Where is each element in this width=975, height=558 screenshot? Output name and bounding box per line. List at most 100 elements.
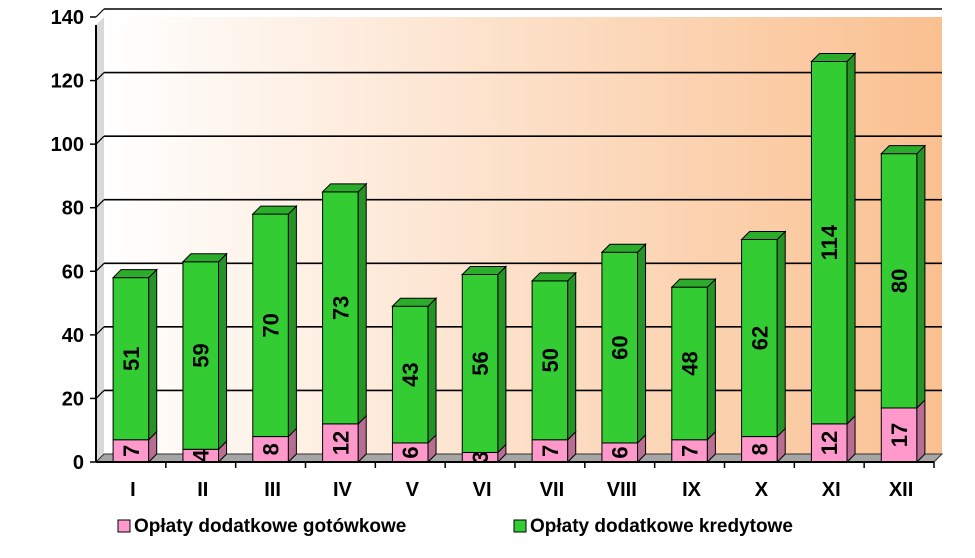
gridline-wall-edge [95, 135, 105, 145]
legend-label: Opłaty dodatkowe kredytowe [530, 516, 793, 537]
data-label: 114 [817, 224, 842, 260]
x-tick-label: V [406, 479, 420, 501]
plot-side-wall [96, 17, 104, 462]
bar-front [741, 239, 778, 438]
data-label: 6 [398, 446, 423, 458]
legend-swatch [117, 519, 131, 533]
y-tick-label: 60 [62, 261, 84, 283]
data-label: 12 [817, 431, 842, 455]
bar-side [637, 243, 647, 445]
plot-area-background [104, 17, 942, 454]
legend-swatch [513, 519, 527, 533]
x-tick-label: XI [822, 479, 841, 501]
bar-top [181, 253, 228, 263]
bar-front [391, 305, 429, 444]
legend: Opłaty dodatkowe gotówkowe Opłaty dodatko… [117, 516, 793, 537]
legend-item: Opłaty dodatkowe gotówkowe [117, 516, 406, 537]
bar-top [670, 278, 717, 288]
y-tick-label: 20 [62, 388, 84, 410]
bar-segment: 73 [321, 182, 368, 426]
gridline-wall-edge [95, 262, 105, 272]
bar-segment: 7 [671, 430, 716, 464]
bar-side [148, 268, 158, 441]
data-label: 6 [608, 446, 633, 458]
data-label: 3 [468, 451, 493, 463]
bar-top [600, 243, 647, 253]
gridline-wall-edge [95, 8, 105, 18]
data-label: 56 [468, 351, 493, 375]
bar-front [112, 277, 150, 441]
bar-top [880, 145, 927, 155]
bar-side [287, 204, 297, 438]
bar-top [391, 297, 438, 307]
x-tick-label: X [755, 479, 769, 501]
bar-side [218, 252, 228, 451]
y-tick-label: 120 [51, 71, 84, 93]
bar-segment: 8 [741, 427, 786, 464]
bar-front [880, 153, 918, 409]
data-label: 4 [189, 449, 214, 462]
data-label: 8 [747, 443, 772, 455]
bar-segment: 48 [670, 277, 717, 441]
bar-segment: 6 [391, 433, 437, 464]
bar-segment: 4 [182, 440, 228, 464]
data-label: 60 [608, 335, 633, 359]
bar-segment: 56 [461, 265, 508, 454]
bar-front [182, 261, 220, 450]
bar-front [461, 273, 499, 453]
bar-top [111, 269, 158, 279]
data-label: 7 [538, 445, 563, 457]
bar-side [706, 277, 716, 441]
x-tick-label: XII [889, 479, 913, 501]
gridline-wall-edge [95, 326, 105, 336]
bar-segment: 51 [111, 268, 158, 441]
x-tick-label: II [197, 479, 208, 501]
gridline-wall-edge [95, 390, 105, 399]
data-label: 80 [887, 269, 912, 293]
bar-front [741, 436, 778, 463]
data-label: 59 [189, 343, 214, 367]
legend-label: Opłaty dodatkowe gotówkowe [134, 516, 406, 537]
x-tick-label: IV [333, 479, 353, 501]
bar-top [530, 272, 577, 282]
data-label: 51 [119, 346, 144, 370]
bar-segment: 17 [880, 398, 926, 464]
y-tick-label: 140 [51, 7, 84, 29]
bar-side [567, 271, 577, 441]
data-label: 70 [259, 313, 284, 337]
data-label: 43 [398, 362, 423, 386]
bar-top [251, 205, 298, 215]
data-label: 62 [747, 326, 772, 350]
bar-segment: 7 [531, 430, 577, 464]
bar-segment: 60 [600, 243, 647, 445]
bar-segment: 50 [530, 271, 577, 441]
bar-side [916, 144, 926, 410]
x-tick-label: VII [540, 479, 564, 501]
gridline-wall-edge [95, 72, 105, 81]
bar-side [776, 230, 786, 438]
bar-side [846, 52, 856, 426]
x-tick-label: VI [473, 479, 492, 501]
data-label: 50 [538, 348, 563, 372]
bar-front [671, 286, 708, 441]
data-label: 7 [119, 445, 144, 457]
bar-segment: 114 [810, 52, 857, 426]
bar-side [497, 265, 507, 454]
x-tick-label: IX [682, 479, 702, 501]
bar-front [810, 61, 848, 425]
x-tick-label: I [130, 479, 136, 501]
data-label: 8 [259, 443, 284, 455]
y-tick-label: 0 [73, 452, 84, 474]
bar-front [252, 213, 289, 438]
y-tick-label: 80 [62, 198, 84, 220]
data-label: 7 [678, 445, 703, 457]
legend-item: Opłaty dodatkowe kredytowe [513, 516, 793, 537]
bar-segment: 80 [880, 144, 927, 410]
bar-segment: 70 [251, 204, 298, 438]
data-label: 17 [887, 423, 912, 447]
bar-front [601, 251, 639, 444]
gridline-wall-edge [95, 199, 105, 209]
bar-side [427, 297, 437, 445]
data-label: 73 [328, 296, 353, 320]
